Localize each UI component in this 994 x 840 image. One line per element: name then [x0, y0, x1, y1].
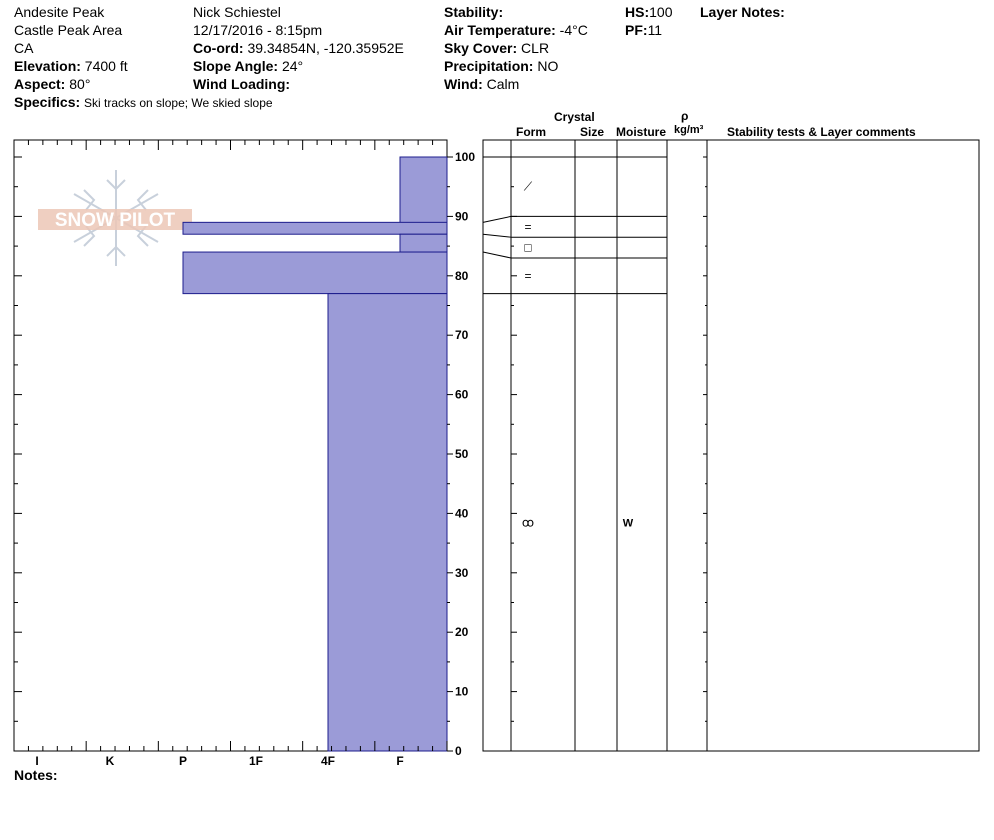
- coord-value: 39.34854N, -120.35952E: [247, 40, 404, 56]
- slope-label: Slope Angle:: [193, 58, 279, 74]
- moisture-header: Moisture: [616, 125, 667, 139]
- slope-value: 24°: [281, 58, 304, 74]
- precipitation-value: NO: [537, 58, 559, 74]
- hardness-layer-bar: [399, 233, 448, 253]
- depth-tick-label: 40: [455, 506, 469, 520]
- hardness-layer-bar: [327, 293, 448, 752]
- sky-cover-value: CLR: [521, 40, 550, 56]
- layer-connector-line: [482, 215, 512, 223]
- observation-datetime: 12/17/2016 - 8:15pm: [193, 22, 323, 38]
- layer-table-frame: [482, 139, 980, 752]
- notes-label: Notes:: [14, 767, 58, 783]
- elevation-label: Elevation:: [14, 58, 81, 74]
- specifics-value: Ski tracks on slope; We skied slope: [84, 96, 273, 110]
- hardness-layer-bar: [182, 251, 448, 295]
- air-temp-value: -4°C: [559, 22, 588, 38]
- hardness-tick-label: I: [35, 754, 38, 768]
- elevation-value: 7400 ft: [84, 58, 128, 74]
- precipitation-field: Precipitation: NO: [444, 58, 558, 74]
- stability-comments-header: Stability tests & Layer comments: [727, 125, 916, 139]
- state-name: CA: [14, 40, 34, 56]
- depth-tick-label: 60: [455, 388, 469, 402]
- specifics-field: Specifics: Ski tracks on slope; We skied…: [14, 94, 273, 111]
- wind-field: Wind: Calm: [444, 76, 519, 92]
- depth-tick-label: 30: [455, 566, 469, 580]
- location-name: Andesite Peak: [14, 4, 105, 20]
- sky-cover-label: Sky Cover:: [444, 40, 518, 56]
- grain-form-symbol: □: [524, 241, 531, 255]
- area-name: Castle Peak Area: [14, 22, 123, 38]
- elevation-field: Elevation: 7400 ft: [14, 58, 128, 74]
- grain-form-symbol: =: [524, 269, 531, 283]
- aspect-field: Aspect: 80°: [14, 76, 90, 92]
- hardness-tick-label: P: [179, 754, 187, 768]
- slope-field: Slope Angle: 24°: [193, 58, 303, 74]
- aspect-label: Aspect:: [14, 76, 66, 92]
- hardness-tick-label: 4F: [321, 754, 335, 768]
- depth-tick-label: 90: [455, 209, 469, 223]
- aspect-value: 80°: [69, 76, 91, 92]
- depth-tick-label: 50: [455, 447, 469, 461]
- observer-name: Nick Schiestel: [193, 4, 281, 20]
- layer-notes-label: Layer Notes:: [700, 4, 785, 20]
- grain-form-symbol: ⟋: [524, 180, 533, 194]
- depth-tick-label: 10: [455, 685, 469, 699]
- density-unit-header: kg/m³: [674, 124, 704, 136]
- rho-header: ρ: [681, 109, 689, 123]
- depth-tick-label: 100: [455, 150, 475, 164]
- air-temp-field: Air Temperature: -4°C: [444, 22, 588, 38]
- sky-cover-field: Sky Cover: CLR: [444, 40, 549, 56]
- layer-connector-line: [482, 233, 512, 238]
- wind-loading-field: Wind Loading:: [193, 76, 290, 92]
- hardness-tick-label: F: [396, 754, 403, 768]
- hardness-layer-bar: [182, 221, 448, 235]
- hs-value: 100: [649, 4, 673, 20]
- hs-label: HS:: [625, 4, 650, 20]
- moisture-value: W: [623, 517, 634, 529]
- depth-tick-label: 70: [455, 328, 469, 342]
- layer-connector-line: [482, 251, 512, 259]
- precipitation-label: Precipitation:: [444, 58, 534, 74]
- size-header: Size: [580, 125, 605, 139]
- hardness-layer-bar: [399, 156, 448, 235]
- stability-label: Stability:: [444, 4, 504, 20]
- wind-value: Calm: [486, 76, 520, 92]
- wind-label: Wind:: [444, 76, 483, 92]
- hs-field: HS:100: [625, 4, 672, 20]
- specifics-label: Specifics:: [14, 94, 81, 110]
- grain-form-symbol: =: [524, 220, 531, 234]
- coord-label: Co-ord:: [193, 40, 244, 56]
- coord-field: Co-ord: 39.34854N, -120.35952E: [193, 40, 404, 56]
- pf-field: PF:11: [625, 22, 662, 38]
- hardness-tick-label: K: [106, 754, 115, 768]
- stability-field: Stability:: [444, 4, 503, 20]
- depth-tick-label: 80: [455, 269, 469, 283]
- wind-loading-label: Wind Loading:: [193, 76, 291, 92]
- pf-label: PF:: [625, 22, 648, 38]
- depth-tick-label: 0: [455, 744, 462, 758]
- depth-tick-label: 20: [455, 625, 469, 639]
- pf-value: 11: [647, 22, 663, 38]
- crystal-header: Crystal: [554, 110, 595, 124]
- hardness-tick-label: 1F: [249, 754, 263, 768]
- form-header: Form: [516, 125, 546, 139]
- grain-form-symbol: ꝏ: [522, 515, 534, 529]
- air-temp-label: Air Temperature:: [444, 22, 556, 38]
